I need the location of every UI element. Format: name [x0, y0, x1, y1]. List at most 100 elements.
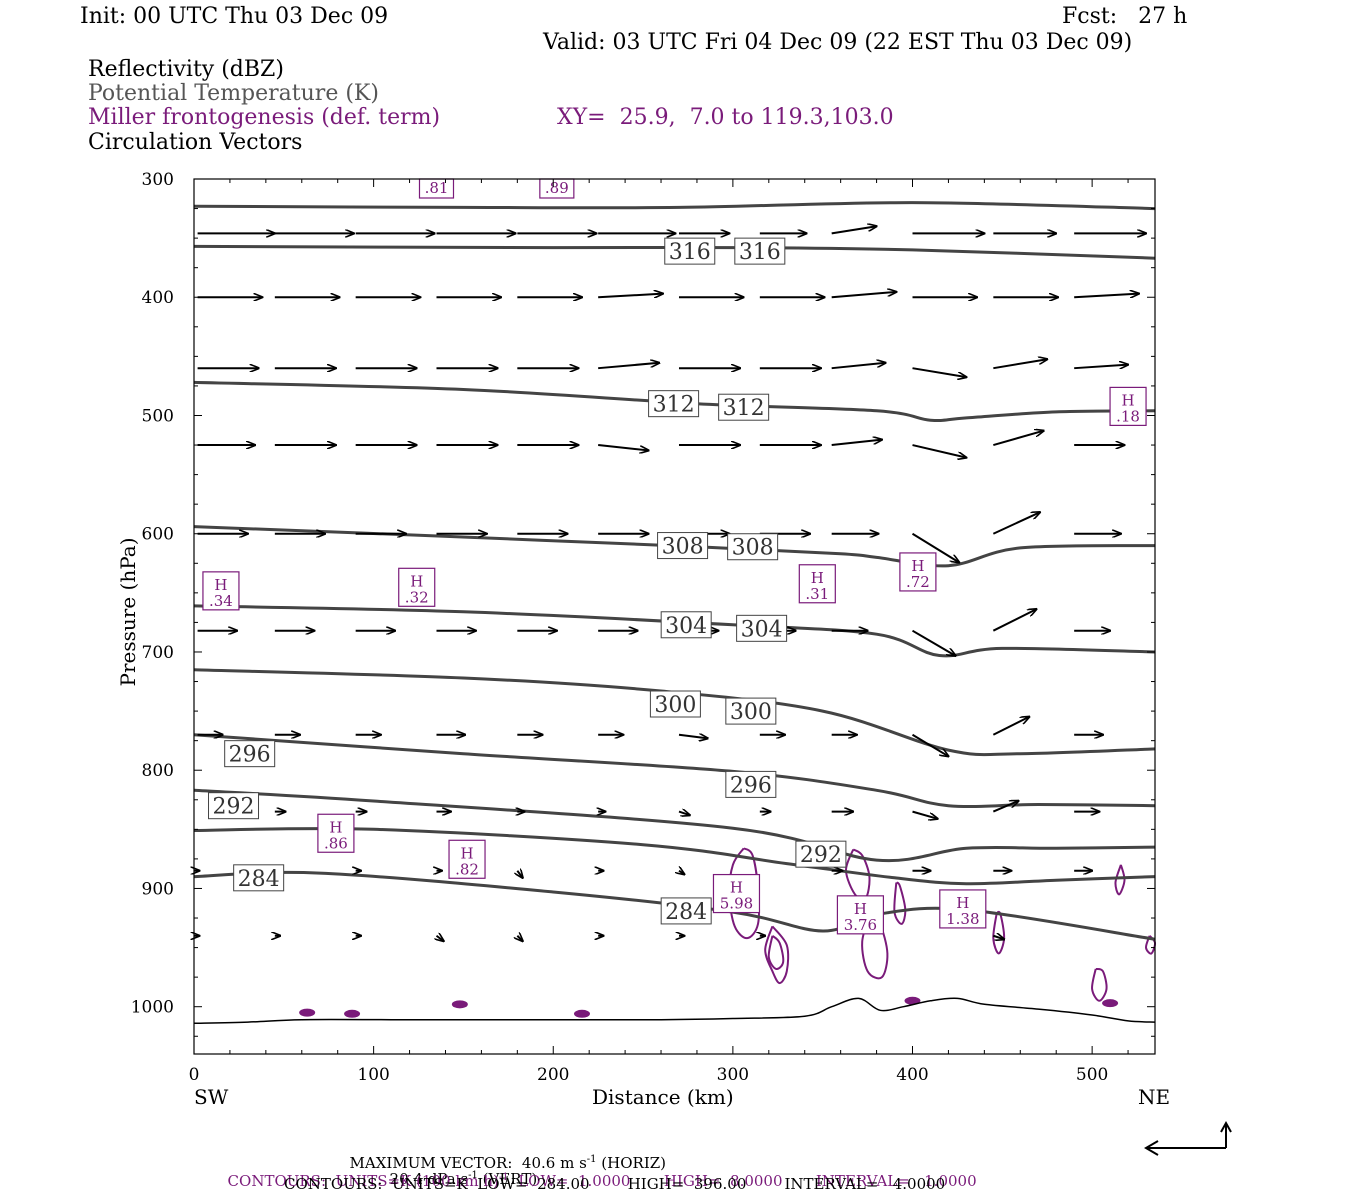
circulation-vector-57	[911, 532, 960, 563]
max-vector-horiz-suffix: (HORIZ)	[596, 1154, 667, 1172]
theta-label-box-9	[725, 697, 777, 725]
y-tick-label-900: 900	[142, 879, 174, 899]
circulation-vector-93	[992, 801, 1018, 813]
fronto-blob-1	[344, 1009, 361, 1018]
fronto-high-h-5: H	[329, 818, 342, 836]
y-tick-label-600: 600	[142, 525, 174, 545]
fronto-contours-units: CONTOURS: UNITS=K (100 km h)	[227, 1172, 499, 1190]
fronto-high-box-4	[1109, 386, 1147, 426]
circulation-vector-70	[992, 609, 1036, 632]
fronto-blob-5	[451, 1000, 468, 1009]
y-tick-label-700: 700	[142, 643, 174, 663]
circulation-vector-78	[678, 735, 708, 739]
fronto-partial-value-1: .89	[545, 179, 569, 197]
fronto-contour-1	[764, 925, 790, 985]
theta-label-2: 312	[653, 393, 695, 418]
theta-label-box-0	[664, 237, 716, 265]
fronto-contour-2	[767, 935, 785, 970]
circulation-vector-32	[831, 363, 886, 370]
circulation-vector-17	[598, 294, 663, 299]
fronto-high-h-3: H	[911, 557, 924, 575]
theta-label-box-10	[224, 740, 276, 768]
theta-label-box-4	[657, 532, 709, 560]
circulation-vector-20	[831, 292, 897, 299]
circulation-vector-69	[912, 629, 956, 656]
fronto-high-value-8: 3.76	[844, 916, 877, 934]
theta-label-15: 284	[665, 900, 707, 925]
x-tick-label-0: 0	[189, 1065, 200, 1085]
y-tick-label-1000: 1000	[131, 998, 174, 1018]
fronto-contour-7	[1091, 967, 1108, 1002]
valid-time: Valid: 03 UTC Fri 04 Dec 09 (22 EST Thu …	[543, 30, 1133, 55]
circulation-vector-98	[517, 871, 522, 878]
superscript: -1	[498, 1172, 509, 1183]
theta-label-box-2	[648, 390, 700, 418]
fronto-high-value-3: .72	[906, 573, 930, 591]
circulation-vector-81	[911, 733, 949, 757]
circulation-vector-41	[598, 444, 648, 450]
fronto-high-h-0: H	[214, 576, 227, 594]
field-label-vectors: Circulation Vectors	[88, 130, 303, 155]
circulation-vector-89	[678, 812, 690, 816]
fronto-blob-4	[1102, 999, 1119, 1008]
theta-label-box-6	[660, 611, 712, 639]
theta-label-box-3	[718, 393, 770, 421]
circulation-vector-82	[992, 717, 1029, 736]
theta-contour-320	[193, 201, 1156, 211]
theta-label-box-7	[736, 614, 788, 642]
theta-label-box-1	[734, 237, 786, 265]
circulation-vector-34	[993, 359, 1047, 370]
field-label-reflectivity: Reflectivity (dBZ)	[88, 57, 284, 82]
circulation-vector-44	[831, 440, 882, 447]
fronto-high-box-8	[836, 895, 885, 935]
theta-label-box-11	[725, 770, 777, 798]
fronto-high-value-2: .31	[805, 585, 829, 603]
fronto-high-h-6: H	[460, 844, 473, 862]
fronto-high-box-0	[202, 571, 240, 611]
fronto-high-box-1	[398, 567, 436, 607]
theta-label-box-14	[233, 864, 285, 892]
circulation-vector-108	[436, 936, 443, 941]
theta-label-5: 308	[732, 536, 774, 561]
max-vector-horiz: MAXIMUM VECTOR: 40.6 m s	[349, 1154, 587, 1172]
theta-label-box-5	[727, 533, 779, 561]
fronto-high-h-4: H	[1122, 391, 1135, 409]
y-tick-label-500: 500	[142, 406, 174, 426]
theta-label-8: 300	[654, 693, 696, 718]
fronto-high-box-6	[448, 839, 486, 879]
theta-label-0: 316	[669, 240, 711, 265]
theta-contour-288	[193, 826, 1156, 886]
fronto-high-box-2	[798, 564, 836, 604]
field-label-frontogenesis: Miller frontogenesis (def. term)	[88, 105, 441, 130]
fronto-high-h-7: H	[730, 879, 743, 897]
x-tick-label-400: 400	[896, 1065, 928, 1085]
y-tick-label-800: 800	[142, 761, 174, 781]
fronto-high-box-3	[899, 552, 937, 592]
fronto-blob-3	[904, 996, 921, 1005]
x-tick-label-100: 100	[357, 1065, 389, 1085]
fronto-high-value-0: .34	[209, 592, 233, 610]
circulation-vector-92	[912, 810, 938, 819]
fronto-partial-value-0: .81	[425, 179, 449, 197]
theta-contour-308	[193, 525, 1156, 568]
forecast-hour: Fcst: 27 h	[1062, 4, 1188, 29]
theta-label-box-12	[208, 792, 260, 820]
circulation-vector-8	[831, 226, 877, 235]
circulation-vector-58	[992, 512, 1040, 535]
fronto-high-value-5: .86	[324, 834, 348, 852]
circulation-vector-29	[598, 363, 659, 370]
reference-vector-icon	[1144, 1120, 1232, 1156]
theta-contour-316	[193, 244, 1156, 260]
circulation-vector-109	[517, 936, 522, 941]
theta-label-box-8	[649, 690, 701, 718]
x-axis-title: Distance (km)	[592, 1085, 734, 1109]
circulation-vector-113	[993, 936, 1004, 940]
fronto-high-value-1: .32	[405, 588, 429, 606]
theta-label-6: 304	[665, 614, 707, 639]
field-label-theta: Potential Temperature (K)	[88, 81, 379, 106]
x-axis-left-end: SW	[194, 1085, 229, 1109]
fronto-blob-0	[299, 1008, 316, 1017]
fronto-high-box-9	[939, 889, 987, 929]
theta-contour-304	[193, 604, 1156, 658]
